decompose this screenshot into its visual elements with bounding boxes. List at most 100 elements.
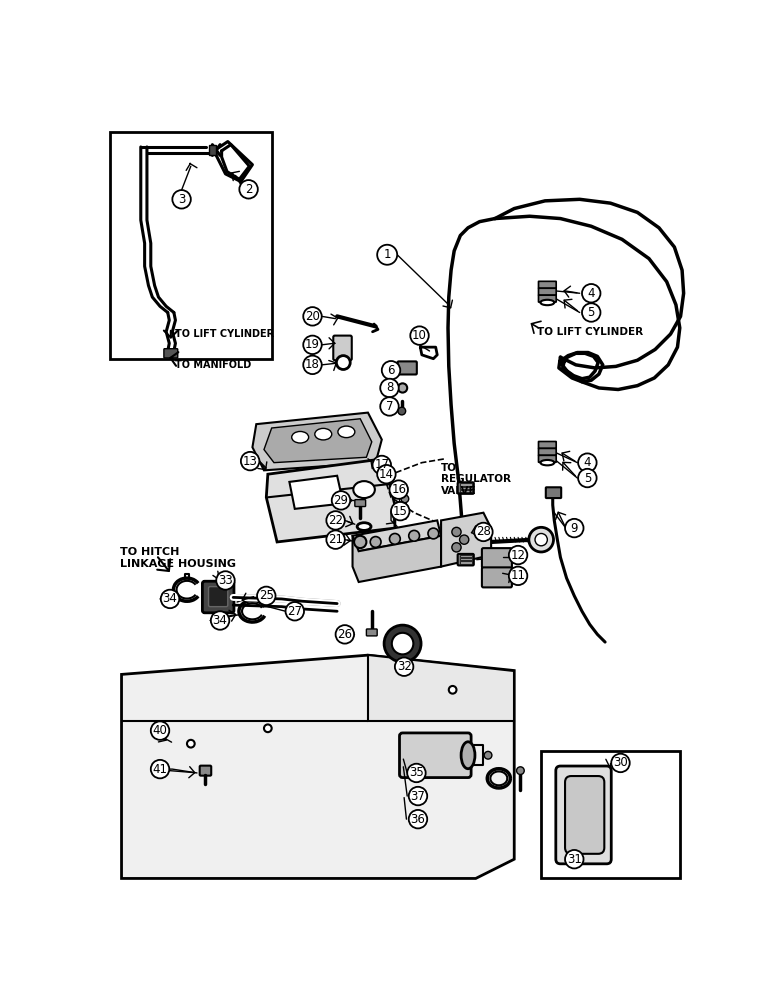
Circle shape bbox=[529, 527, 554, 552]
Ellipse shape bbox=[540, 460, 554, 465]
Text: 30: 30 bbox=[613, 756, 628, 769]
Circle shape bbox=[452, 543, 461, 552]
Text: 26: 26 bbox=[337, 628, 352, 641]
Ellipse shape bbox=[357, 523, 371, 530]
Circle shape bbox=[264, 724, 272, 732]
Text: 8: 8 bbox=[386, 381, 393, 394]
FancyBboxPatch shape bbox=[482, 567, 512, 587]
Bar bbox=[208, 145, 216, 155]
Circle shape bbox=[509, 567, 527, 585]
Circle shape bbox=[241, 452, 259, 470]
FancyBboxPatch shape bbox=[367, 629, 378, 636]
Circle shape bbox=[332, 491, 350, 510]
Text: 5: 5 bbox=[584, 472, 591, 485]
Polygon shape bbox=[266, 459, 395, 542]
FancyBboxPatch shape bbox=[399, 733, 471, 778]
Circle shape bbox=[384, 625, 421, 662]
Circle shape bbox=[398, 383, 407, 393]
Text: 41: 41 bbox=[153, 763, 168, 776]
FancyBboxPatch shape bbox=[202, 581, 234, 613]
Circle shape bbox=[381, 379, 398, 397]
Ellipse shape bbox=[540, 300, 554, 305]
Bar bbox=[459, 487, 472, 489]
Circle shape bbox=[408, 787, 427, 805]
Text: 40: 40 bbox=[153, 724, 168, 737]
Text: 27: 27 bbox=[287, 605, 303, 618]
Circle shape bbox=[509, 546, 527, 564]
Circle shape bbox=[565, 850, 584, 868]
Text: 17: 17 bbox=[374, 458, 389, 471]
Polygon shape bbox=[353, 520, 441, 551]
Ellipse shape bbox=[315, 428, 332, 440]
Circle shape bbox=[382, 361, 400, 379]
Text: 9: 9 bbox=[571, 522, 578, 535]
Circle shape bbox=[408, 530, 419, 541]
Circle shape bbox=[187, 740, 195, 748]
FancyBboxPatch shape bbox=[164, 349, 178, 358]
FancyBboxPatch shape bbox=[539, 281, 556, 288]
Circle shape bbox=[336, 625, 354, 644]
Text: TO MANIFOLD: TO MANIFOLD bbox=[175, 360, 252, 370]
Polygon shape bbox=[353, 536, 441, 582]
FancyBboxPatch shape bbox=[200, 766, 212, 776]
Text: 4: 4 bbox=[584, 456, 591, 469]
Circle shape bbox=[286, 602, 304, 620]
Text: 32: 32 bbox=[397, 660, 411, 673]
Text: 34: 34 bbox=[163, 592, 178, 605]
Circle shape bbox=[327, 530, 345, 549]
Circle shape bbox=[484, 751, 492, 759]
FancyBboxPatch shape bbox=[556, 766, 611, 864]
Circle shape bbox=[239, 180, 258, 199]
FancyBboxPatch shape bbox=[398, 361, 417, 374]
Text: 22: 22 bbox=[328, 514, 343, 527]
Circle shape bbox=[391, 502, 409, 520]
Polygon shape bbox=[252, 413, 382, 470]
FancyBboxPatch shape bbox=[539, 288, 556, 295]
Text: 35: 35 bbox=[409, 766, 424, 779]
FancyBboxPatch shape bbox=[334, 336, 352, 360]
Text: 15: 15 bbox=[393, 505, 408, 518]
Circle shape bbox=[151, 760, 169, 778]
Circle shape bbox=[459, 535, 469, 544]
Circle shape bbox=[516, 767, 524, 774]
Text: 28: 28 bbox=[476, 525, 491, 538]
Ellipse shape bbox=[292, 431, 309, 443]
Circle shape bbox=[390, 533, 400, 544]
FancyBboxPatch shape bbox=[208, 587, 228, 607]
Circle shape bbox=[151, 721, 169, 740]
Polygon shape bbox=[264, 419, 372, 463]
Text: 20: 20 bbox=[305, 310, 320, 323]
Circle shape bbox=[449, 686, 456, 694]
Text: 3: 3 bbox=[178, 193, 185, 206]
Text: 11: 11 bbox=[510, 569, 526, 582]
FancyBboxPatch shape bbox=[546, 487, 561, 498]
Text: 7: 7 bbox=[386, 400, 393, 413]
Circle shape bbox=[410, 326, 428, 345]
Text: 37: 37 bbox=[411, 790, 425, 803]
Circle shape bbox=[535, 533, 547, 546]
Ellipse shape bbox=[338, 426, 355, 438]
Text: 4: 4 bbox=[587, 287, 595, 300]
Text: 14: 14 bbox=[379, 468, 394, 481]
Circle shape bbox=[578, 469, 597, 487]
FancyBboxPatch shape bbox=[482, 548, 512, 568]
FancyBboxPatch shape bbox=[458, 482, 474, 494]
Text: TO
REGULATOR
VALVE: TO REGULATOR VALVE bbox=[441, 463, 511, 496]
Text: 34: 34 bbox=[212, 614, 228, 627]
Circle shape bbox=[211, 611, 229, 630]
Text: 21: 21 bbox=[328, 533, 343, 546]
Text: 16: 16 bbox=[391, 483, 406, 496]
Bar bbox=[459, 561, 472, 564]
Ellipse shape bbox=[354, 481, 375, 498]
Circle shape bbox=[354, 536, 367, 548]
Circle shape bbox=[398, 407, 405, 415]
Text: TO LIFT CYLINDER: TO LIFT CYLINDER bbox=[537, 327, 643, 337]
Bar bbox=[459, 555, 472, 557]
Bar bbox=[459, 490, 472, 492]
Text: 36: 36 bbox=[411, 813, 425, 826]
Bar bbox=[459, 558, 472, 560]
Text: 1: 1 bbox=[384, 248, 391, 261]
Text: 29: 29 bbox=[334, 494, 348, 507]
Circle shape bbox=[452, 527, 461, 537]
Circle shape bbox=[371, 537, 381, 547]
